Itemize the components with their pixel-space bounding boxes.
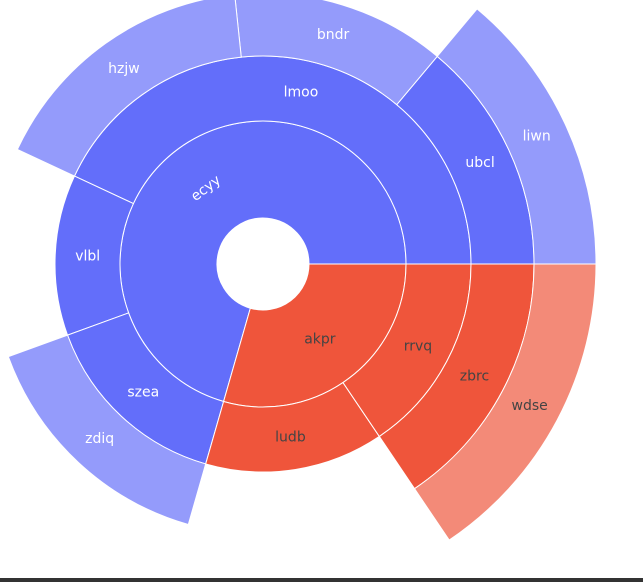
segment-wdse[interactable]: [413, 263, 597, 541]
label-hzjw: hzjw: [108, 61, 140, 77]
label-akpr: akpr: [304, 331, 336, 347]
label-ubcl: ubcl: [465, 155, 494, 171]
label-wdse: wdse: [512, 398, 548, 414]
label-szea: szea: [127, 384, 159, 400]
label-rrvq: rrvq: [404, 338, 432, 354]
label-zbrc: zbrc: [460, 368, 489, 384]
segment-bndr[interactable]: [234, 0, 438, 106]
label-zdiq: zdiq: [85, 431, 114, 447]
segment-liwn[interactable]: [436, 8, 597, 265]
segment-zdiq[interactable]: [7, 334, 207, 526]
label-bndr: bndr: [317, 27, 350, 43]
bottom-bar: [0, 578, 643, 582]
label-vlbl: vlbl: [75, 248, 100, 264]
label-liwn: liwn: [523, 128, 551, 144]
segment-hzjw[interactable]: [16, 0, 242, 177]
label-ludb: ludb: [275, 429, 306, 445]
label-lmoo: lmoo: [284, 85, 319, 101]
